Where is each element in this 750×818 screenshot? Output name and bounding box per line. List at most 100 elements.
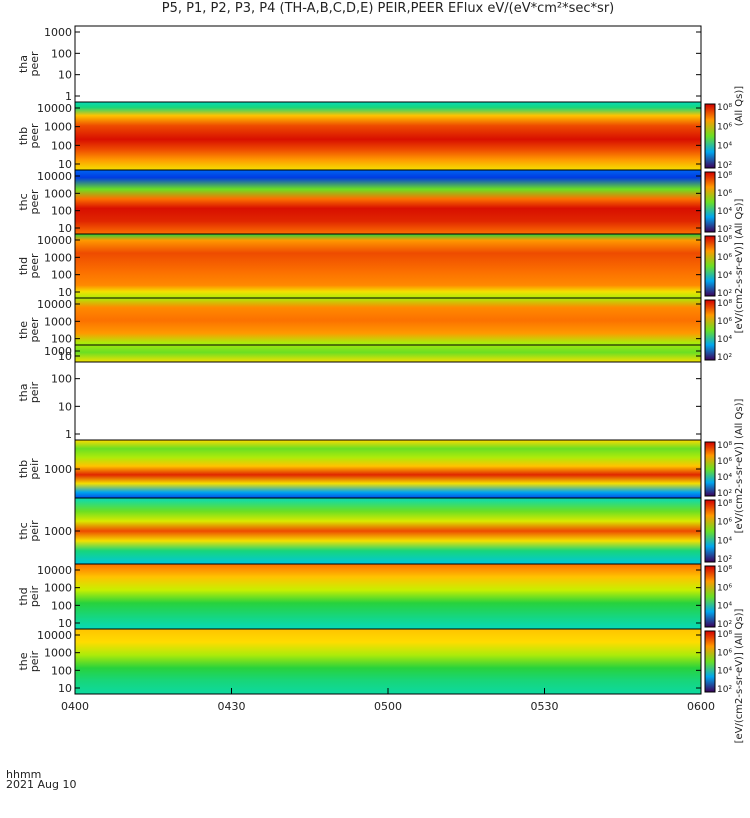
colorbar-tick-label: 10⁸: [717, 235, 732, 245]
colorbar-tick-label: 10⁸: [717, 171, 732, 181]
ytick-label: 1000: [44, 525, 72, 538]
colorbar-title: [eV/(cm2-s-sr-eV)] (All Qs)]: [734, 608, 745, 743]
figure: P5, P1, P2, P3, P4 (TH-A,B,C,D,E) PEIR,P…: [6, 1, 745, 791]
ytick-label: 10000: [37, 564, 72, 577]
colorbar-tick-label: 10⁴: [717, 271, 732, 281]
colorbar-tick-label: 10⁸: [717, 630, 732, 640]
ylabel: peer: [28, 189, 41, 215]
heatmap-thc-peer: [75, 170, 701, 234]
colorbar-tick-label: 10⁴: [717, 602, 732, 612]
colorbar-title: [eV/(cm2-s-sr-eV)] (All Qs)]: [734, 198, 745, 333]
colorbar-thd-peir: [704, 565, 716, 628]
ylabel: thb: [17, 460, 30, 478]
heatmap-the-peir: [75, 629, 701, 694]
ytick-label: 100: [51, 373, 72, 386]
ytick-label: 100: [51, 205, 72, 218]
ytick-label: 1000: [44, 187, 72, 200]
ytick-label: 10: [58, 158, 72, 171]
colorbar-thd-peer: [704, 235, 716, 297]
colorbar-tick-label: 10⁸: [717, 565, 732, 575]
ytick-label: 1000: [44, 315, 72, 328]
ylabel: peir: [28, 381, 41, 403]
ytick-label: 10000: [37, 629, 72, 642]
colorbar-tick-label: 10⁴: [717, 536, 732, 546]
heatmap-thd-peir: [75, 564, 701, 629]
heatmap-thb-peir: [75, 440, 701, 498]
ytick-label: 1000: [44, 582, 72, 595]
colorbar-the-peer: [704, 299, 716, 361]
colorbar-tick-label: 10⁸: [717, 499, 732, 509]
panel-frame-the-peer: [74, 297, 702, 363]
ytick-label: 100: [51, 139, 72, 152]
ylabel: peer: [28, 253, 41, 279]
ytick-label: 10: [58, 222, 72, 235]
ytick-label: 10: [58, 400, 72, 413]
colorbar-tick-label: 10²: [717, 489, 732, 499]
ytick-label: 100: [51, 47, 72, 60]
colorbar-thc-peer: [704, 171, 716, 233]
colorbar-thb-peer: [704, 103, 716, 169]
ylabel: tha: [17, 383, 30, 401]
ytick-label: 10000: [37, 298, 72, 311]
ylabel: peer: [28, 51, 41, 77]
ytick-label: 10: [58, 286, 72, 299]
ylabel: peir: [28, 650, 41, 672]
ytick-label: 10: [58, 617, 72, 630]
colorbar-tick-label: 10⁴: [717, 473, 732, 483]
panel-frame-tha-peer: [74, 25, 702, 103]
ylabel: peir: [28, 458, 41, 480]
ylabel: peer: [28, 123, 41, 149]
ytick-label: 1000: [44, 251, 72, 264]
colorbar-tick-label: 10⁶: [717, 648, 732, 658]
colorbar-tick-label: 10²: [717, 161, 732, 171]
colorbar-tick-label: 10²: [717, 555, 732, 565]
colorbar-thb-peir: [704, 441, 716, 497]
footer-label: hhmm: [6, 768, 42, 781]
footer-date: 2021 Aug 10: [6, 778, 77, 791]
ylabel: the: [17, 652, 30, 670]
ylabel: thd: [17, 257, 30, 275]
figure-title: P5, P1, P2, P3, P4 (TH-A,B,C,D,E) PEIR,P…: [161, 1, 615, 16]
ylabel: thd: [17, 587, 30, 605]
xtick-label: 0430: [218, 700, 246, 713]
colorbar-tick-label: 10⁶: [717, 253, 732, 263]
colorbar-tick-label: 10⁶: [717, 317, 732, 327]
colorbar-tick-label: 10²: [717, 353, 732, 363]
ytick-label: 1000: [44, 26, 72, 39]
ytick-label: 1000: [44, 647, 72, 660]
colorbar-tick-label: 10⁶: [717, 583, 732, 593]
ylabel: peir: [28, 520, 41, 542]
colorbar-tick-label: 10⁴: [717, 667, 732, 677]
xtick-label: 0500: [374, 700, 402, 713]
heatmap-thc-peir: [75, 498, 701, 564]
heatmap-thb-peer: [75, 102, 701, 170]
colorbar-thc-peir: [704, 499, 716, 563]
ytick-label: 1: [65, 90, 72, 103]
ytick-label: 100: [51, 333, 72, 346]
colorbar-title: [eV/(cm2-s-sr-eV)] (All Qs)]: [734, 398, 745, 533]
xtick-label: 0600: [687, 700, 715, 713]
colorbar-tick-label: 10⁶: [717, 189, 732, 199]
ylabel: peir: [28, 585, 41, 607]
colorbar-tick-label: 10⁴: [717, 207, 732, 217]
ytick-label: 10000: [37, 102, 72, 115]
colorbar-tick-label: 10²: [717, 225, 732, 235]
ytick-label: 1000: [44, 463, 72, 476]
ylabel: peer: [28, 317, 41, 343]
colorbar-tick-label: 10⁶: [717, 122, 732, 132]
colorbar-tick-label: 10⁸: [717, 441, 732, 451]
ylabel: thb: [17, 127, 30, 145]
xtick-label: 0530: [531, 700, 559, 713]
ylabel: thc: [17, 522, 30, 539]
colorbar-tick-label: 10⁴: [717, 142, 732, 152]
colorbar-tick-label: 10⁴: [717, 335, 732, 345]
colorbar-tick-label: 10⁸: [717, 103, 732, 113]
colorbar-tick-label: 10²: [717, 685, 732, 695]
ytick-label: 10: [58, 350, 72, 363]
ytick-label: 1000: [44, 345, 72, 358]
ylabel: tha: [17, 55, 30, 73]
heatmap-the-peer: [75, 298, 701, 362]
ytick-label: 10: [58, 69, 72, 82]
ytick-label: 10: [58, 682, 72, 695]
colorbar-tick-label: 10⁶: [717, 518, 732, 528]
